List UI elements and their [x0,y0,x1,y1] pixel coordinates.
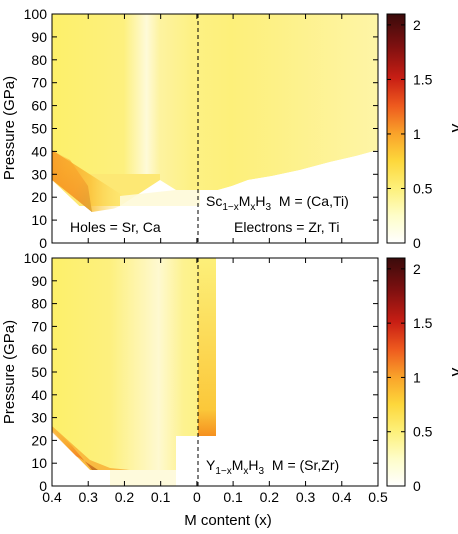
top-electrons-annotation: Electrons = Zr, Ti [234,219,339,235]
y-tick-label: 0 [39,235,47,251]
bottom-x-ticks: 0.4 0.3 0.2 0.1 0 0.1 0.2 0.3 0.4 0.5 [42,258,388,505]
bottom-colorbar-gradient [386,257,406,487]
y-tick-label: 70 [31,75,47,91]
colorbar-tick-label: 1 [413,369,421,385]
bottom-colorbar-label: λ [448,368,458,377]
y-tick-label: 80 [31,296,47,312]
bottom-heatmap-pale-band [110,470,176,486]
y-tick-label: 70 [31,318,47,334]
top-heatmap-field [52,14,378,190]
top-heatmap [52,14,378,243]
top-heatmap-pale-band [120,190,200,206]
top-holes-annotation: Holes = Sr, Ca [70,219,161,235]
y-tick-label: 30 [31,410,47,426]
y-tick-label: 90 [31,273,47,289]
colorbar-tick-label: 0 [413,478,421,494]
x-tick-label: 0.5 [368,489,388,505]
y-tick-label: 100 [24,6,48,22]
top-y-axis-title: Pressure (GPa) [1,76,18,180]
colorbar-tick-label: 0 [413,235,421,251]
y-tick-label: 40 [31,143,47,159]
y-tick-label: 20 [31,432,47,448]
bottom-heatmap-field [52,258,216,470]
bottom-heatmap-unstable-lower [90,470,110,486]
y-tick-label: 50 [31,121,47,137]
y-tick-label: 50 [31,364,47,380]
top-colorbar-label: λ [448,124,458,133]
top-colorbar-gradient [386,13,406,244]
top-colorbar: 0 0.5 1 1.5 2 λ [386,13,458,251]
bottom-formula-annotation: Y1−xMxH3 M = (Sr,Zr) [206,457,339,477]
y-tick-label: 0 [39,478,47,494]
bottom-y-ticks: 0 10 20 30 40 50 60 70 80 90 100 [24,250,378,494]
top-formula-annotation: Sc1−xMxH3 M = (Ca,Ti) [206,193,349,213]
bottom-colorbar: 0 0.5 1 1.5 2 λ [386,257,458,494]
colorbar-tick-label: 2 [413,17,421,33]
bottom-y-axis-title: Pressure (GPa) [1,320,18,424]
x-tick-label: 0.1 [151,489,171,505]
bottom-heatmap-unstable-center [176,436,216,486]
x-tick-label: 0.4 [332,489,352,505]
x-tick-label: 0.3 [296,489,316,505]
bottom-colorbar-ticks: 0 0.5 1 1.5 2 [387,261,433,494]
x-tick-label: 0.2 [260,489,280,505]
y-tick-label: 40 [31,387,47,403]
top-heatmap-unstable-wedge [52,180,200,243]
bottom-heatmap-unstable-left [52,432,92,486]
colorbar-tick-label: 1.5 [413,315,433,331]
bottom-x-axis-title: M content (x) [184,512,272,529]
top-y-ticks: 0 10 20 30 40 50 60 70 80 90 100 [24,6,379,251]
bottom-heatmap [52,258,378,486]
top-colorbar-ticks: 0 0.5 1 1.5 2 [387,17,433,251]
y-tick-label: 100 [24,250,48,266]
y-tick-label: 30 [31,166,47,182]
colorbar-tick-label: 0.5 [413,180,433,196]
colorbar-tick-label: 1 [413,126,421,142]
colorbar-tick-label: 2 [413,261,421,277]
x-tick-label: 0.2 [115,489,135,505]
x-tick-label: 0.1 [223,489,243,505]
top-heatmap-hot-edge [52,150,130,212]
x-tick-label: 0.3 [78,489,98,505]
y-tick-label: 10 [31,455,47,471]
y-tick-label: 90 [31,29,47,45]
bottom-heatmap-electron-strip [198,258,216,436]
bottom-heatmap-hot-edge [52,426,130,470]
bottom-heatmap-unstable-right [216,258,378,486]
colorbar-tick-label: 0.5 [413,424,433,440]
x-tick-label: 0 [193,489,201,505]
colorbar-tick-label: 1.5 [413,71,433,87]
y-tick-label: 20 [31,189,47,205]
x-tick-label: 0.4 [42,489,62,505]
top-heatmap-unstable-right [200,150,378,243]
y-tick-label: 60 [31,341,47,357]
y-tick-label: 60 [31,98,47,114]
y-tick-label: 10 [31,212,47,228]
y-tick-label: 80 [31,52,47,68]
